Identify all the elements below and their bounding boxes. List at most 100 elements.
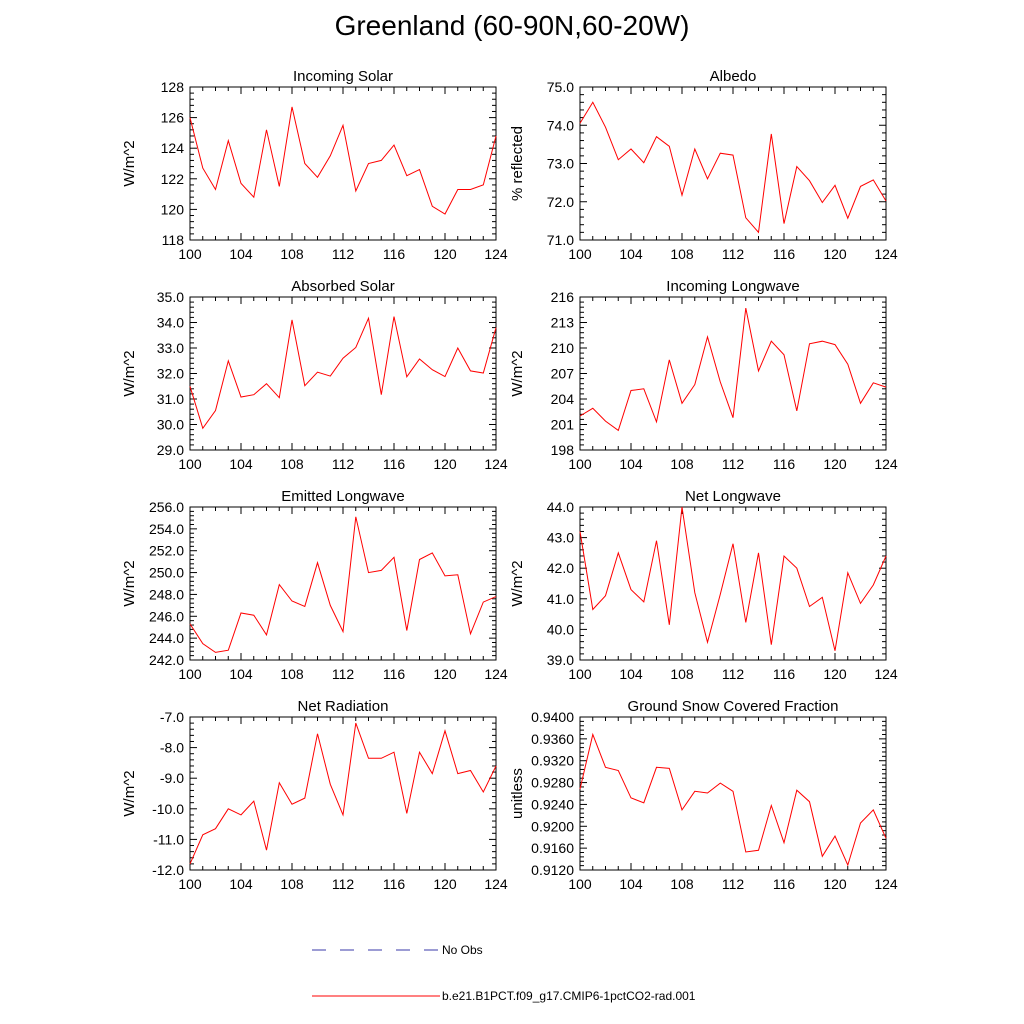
- y-tick-label: 120: [161, 201, 185, 217]
- y-tick-label: -9.0: [160, 770, 184, 786]
- y-tick-label: 0.9120: [531, 862, 574, 878]
- y-tick-label: 254.0: [149, 521, 184, 537]
- y-tick-label: 242.0: [149, 652, 184, 668]
- y-axis-label: % reflected: [509, 126, 526, 201]
- x-tick-label: 116: [383, 246, 406, 262]
- y-tick-label: 0.9160: [531, 840, 574, 856]
- panel-1: Incoming Solar 118 120 122 124 126 128 100 104 10…: [121, 68, 508, 262]
- x-tick-label: 124: [484, 666, 508, 682]
- x-tick-label: 116: [773, 246, 796, 262]
- panel-8: Ground Snow Covered Fraction 0.9120 0.9160…: [509, 698, 898, 892]
- y-tick-label: -11.0: [153, 831, 184, 847]
- x-tick-label: 108: [280, 666, 304, 682]
- panel-title: Net Longwave: [685, 488, 781, 505]
- panel-title: Ground Snow Covered Fraction: [628, 698, 839, 715]
- x-tick-label: 108: [670, 246, 694, 262]
- x-tick-label: 120: [433, 456, 457, 472]
- series-line: [579, 506, 887, 651]
- x-tick-label: 112: [722, 876, 745, 892]
- x-tick-label: 124: [484, 876, 508, 892]
- plot-frame: [579, 86, 887, 241]
- panel-4: Incoming Longwave 198 201 204 207 210 213 216 10…: [509, 278, 898, 472]
- x-tick-label: 116: [773, 666, 796, 682]
- plot-frame: [189, 506, 497, 661]
- y-tick-label: 213: [551, 315, 575, 331]
- x-tick-label: 120: [823, 456, 847, 472]
- y-tick-label: 33.0: [157, 340, 184, 356]
- x-tick-label: 112: [332, 246, 355, 262]
- y-axis-label: W/m^2: [121, 350, 138, 396]
- x-tick-label: 124: [484, 456, 508, 472]
- y-tick-label: 72.0: [547, 194, 574, 210]
- x-tick-label: 104: [229, 876, 253, 892]
- y-tick-label: 252.0: [149, 543, 184, 559]
- series-line: [579, 732, 887, 867]
- y-tick-label: 250.0: [149, 565, 184, 581]
- series-line: [189, 722, 497, 865]
- series-line: [579, 308, 887, 432]
- x-tick-label: 100: [178, 246, 202, 262]
- x-tick-label: 100: [568, 876, 592, 892]
- y-tick-label: 71.0: [547, 232, 574, 248]
- legend: No Obs b.e21.B1PCT.f09_g17.CMIP6-1pctCO2-…: [312, 943, 696, 1003]
- y-tick-label: 246.0: [149, 608, 184, 624]
- plot-frame: [579, 506, 887, 661]
- plot-frame: [189, 716, 497, 871]
- y-tick-label: 41.0: [547, 591, 574, 607]
- x-tick-label: 120: [433, 876, 457, 892]
- x-tick-label: 108: [280, 246, 304, 262]
- x-tick-label: 124: [874, 876, 898, 892]
- y-tick-label: 43.0: [547, 530, 574, 546]
- x-tick-label: 124: [874, 456, 898, 472]
- x-tick-label: 120: [823, 666, 847, 682]
- panel-title: Net Radiation: [298, 698, 389, 715]
- x-tick-label: 108: [280, 456, 304, 472]
- x-tick-label: 124: [874, 666, 898, 682]
- x-tick-label: 120: [823, 246, 847, 262]
- panel-title: Incoming Longwave: [666, 278, 799, 295]
- legend-label-2: b.e21.B1PCT.f09_g17.CMIP6-1pctCO2-rad.00…: [442, 989, 696, 1003]
- x-tick-label: 104: [229, 246, 253, 262]
- x-tick-label: 112: [332, 666, 355, 682]
- y-tick-label: 0.9320: [531, 753, 574, 769]
- y-tick-label: 248.0: [149, 586, 184, 602]
- x-tick-label: 104: [619, 456, 643, 472]
- y-tick-label: 34.0: [157, 315, 184, 331]
- y-tick-label: 30.0: [157, 417, 184, 433]
- x-tick-label: 112: [722, 666, 745, 682]
- x-tick-label: 120: [433, 246, 457, 262]
- y-tick-label: 210: [551, 340, 575, 356]
- figure-title: Greenland (60-90N,60-20W): [334, 10, 690, 41]
- x-tick-label: 116: [773, 456, 796, 472]
- y-tick-label: 0.9400: [531, 709, 574, 725]
- y-tick-label: 204: [551, 391, 575, 407]
- y-tick-label: 32.0: [157, 366, 184, 382]
- x-tick-label: 104: [229, 456, 253, 472]
- y-tick-label: 40.0: [547, 621, 574, 637]
- panel-7: Net Radiation -12.0 -11.0 -10.0 -9.0 -8.0 -7.0…: [121, 698, 508, 892]
- y-tick-label: 0.9240: [531, 796, 574, 812]
- y-axis-label: W/m^2: [121, 560, 138, 606]
- x-tick-label: 100: [568, 666, 592, 682]
- x-tick-label: 108: [670, 876, 694, 892]
- plot-frame: [189, 86, 497, 241]
- y-tick-label: 256.0: [149, 499, 184, 515]
- x-tick-label: 100: [178, 666, 202, 682]
- y-axis-label: W/m^2: [509, 350, 526, 396]
- x-tick-label: 112: [722, 456, 745, 472]
- y-axis-label: W/m^2: [509, 560, 526, 606]
- y-tick-label: -8.0: [160, 740, 184, 756]
- y-tick-label: 75.0: [547, 79, 574, 95]
- plot-frame: [579, 296, 887, 451]
- panel-title: Incoming Solar: [293, 68, 393, 85]
- x-tick-label: 120: [823, 876, 847, 892]
- y-tick-label: 73.0: [547, 156, 574, 172]
- panel-5: Emitted Longwave 242.0 244.0 246.0 248.0 250.…: [121, 488, 508, 682]
- y-tick-label: 35.0: [157, 289, 184, 305]
- legend-label-1: No Obs: [442, 943, 483, 957]
- panel-title: Absorbed Solar: [291, 278, 394, 295]
- x-tick-label: 104: [619, 666, 643, 682]
- x-tick-label: 116: [383, 456, 406, 472]
- x-tick-label: 100: [568, 456, 592, 472]
